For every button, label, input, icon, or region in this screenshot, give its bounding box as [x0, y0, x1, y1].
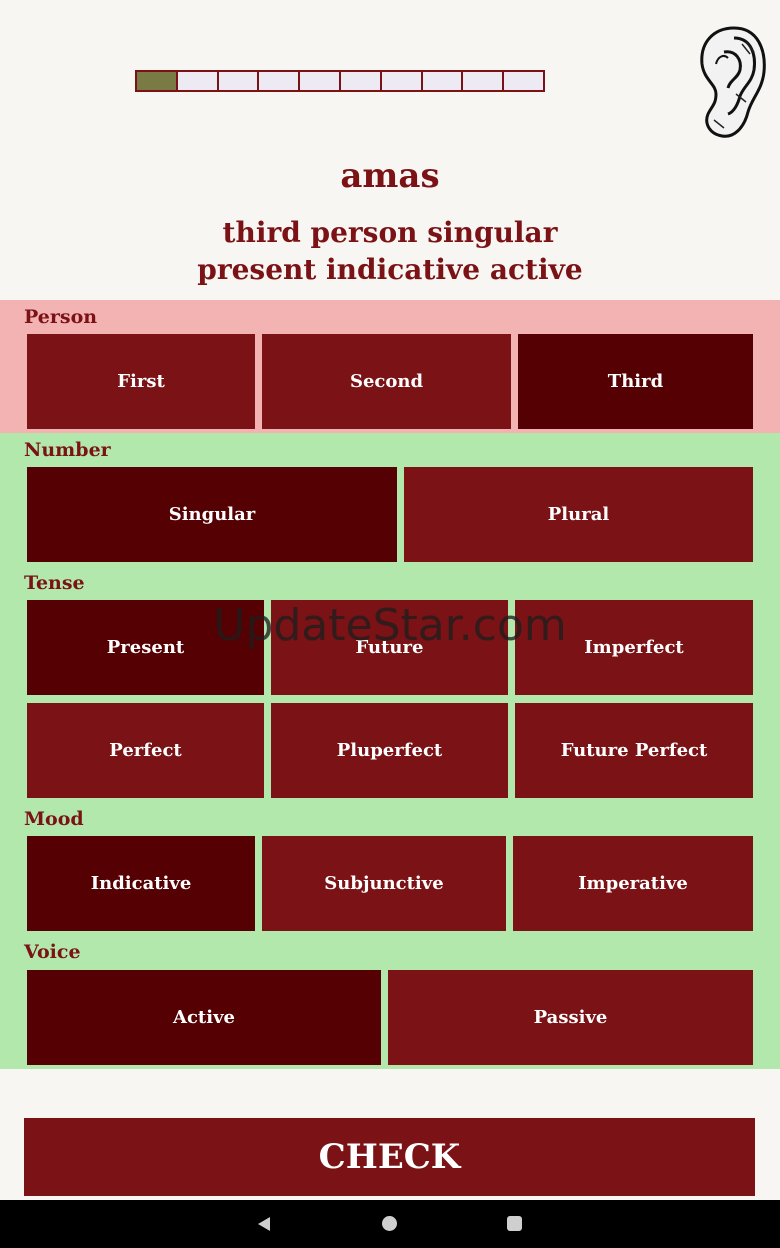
- person-label: Person: [24, 306, 98, 328]
- ear-icon[interactable]: [694, 24, 768, 142]
- person-first-button[interactable]: First: [27, 334, 255, 429]
- description-line: third person singular: [222, 216, 558, 249]
- mood-subjunctive-button[interactable]: Subjunctive: [262, 836, 506, 931]
- progress-segment-done: [137, 72, 178, 90]
- person-panel: Person First Second Third: [0, 300, 780, 433]
- answer-description: third person singular present indicative…: [0, 214, 780, 288]
- voice-passive-button[interactable]: Passive: [388, 970, 753, 1065]
- progress-segment: [382, 72, 423, 90]
- tense-present-button[interactable]: Present: [27, 600, 264, 695]
- options-panel: Number Singular Plural Tense Present Fut…: [0, 433, 780, 1069]
- progress-bar: [135, 70, 545, 92]
- progress-segment: [341, 72, 382, 90]
- progress-segment: [259, 72, 301, 90]
- voice-options: Active Passive: [27, 970, 753, 1065]
- progress-segment: [219, 72, 260, 90]
- target-word: amas: [340, 156, 440, 196]
- number-singular-button[interactable]: Singular: [27, 467, 397, 562]
- number-options: Singular Plural: [27, 467, 753, 562]
- voice-active-button[interactable]: Active: [27, 970, 381, 1065]
- home-icon[interactable]: [382, 1216, 397, 1231]
- recents-icon[interactable]: [507, 1216, 522, 1231]
- progress-segment: [423, 72, 464, 90]
- voice-label: Voice: [24, 941, 81, 963]
- progress-segment: [463, 72, 505, 90]
- tense-pluperfect-button[interactable]: Pluperfect: [271, 703, 508, 798]
- mood-label: Mood: [24, 808, 84, 830]
- person-second-button[interactable]: Second: [262, 334, 511, 429]
- tense-label: Tense: [24, 572, 85, 594]
- number-plural-button[interactable]: Plural: [404, 467, 753, 562]
- mood-options: Indicative Subjunctive Imperative: [27, 836, 753, 931]
- progress-segment: [504, 72, 543, 90]
- tense-future-button[interactable]: Future: [271, 600, 508, 695]
- tense-perfect-button[interactable]: Perfect: [27, 703, 264, 798]
- tense-future-perfect-button[interactable]: Future Perfect: [515, 703, 753, 798]
- check-button[interactable]: CHECK: [24, 1118, 755, 1196]
- number-label: Number: [24, 439, 111, 461]
- navigation-bar: [0, 1200, 780, 1248]
- person-options: First Second Third: [27, 334, 753, 429]
- description-line: present indicative active: [197, 253, 583, 286]
- tense-imperfect-button[interactable]: Imperfect: [515, 600, 753, 695]
- progress-segment: [300, 72, 341, 90]
- mood-indicative-button[interactable]: Indicative: [27, 836, 255, 931]
- mood-imperative-button[interactable]: Imperative: [513, 836, 753, 931]
- tense-options-row-2: Perfect Pluperfect Future Perfect: [27, 703, 753, 798]
- person-third-button[interactable]: Third: [518, 334, 753, 429]
- tense-options-row-1: Present Future Imperfect: [27, 600, 753, 695]
- progress-segment: [178, 72, 219, 90]
- back-icon[interactable]: [256, 1216, 272, 1236]
